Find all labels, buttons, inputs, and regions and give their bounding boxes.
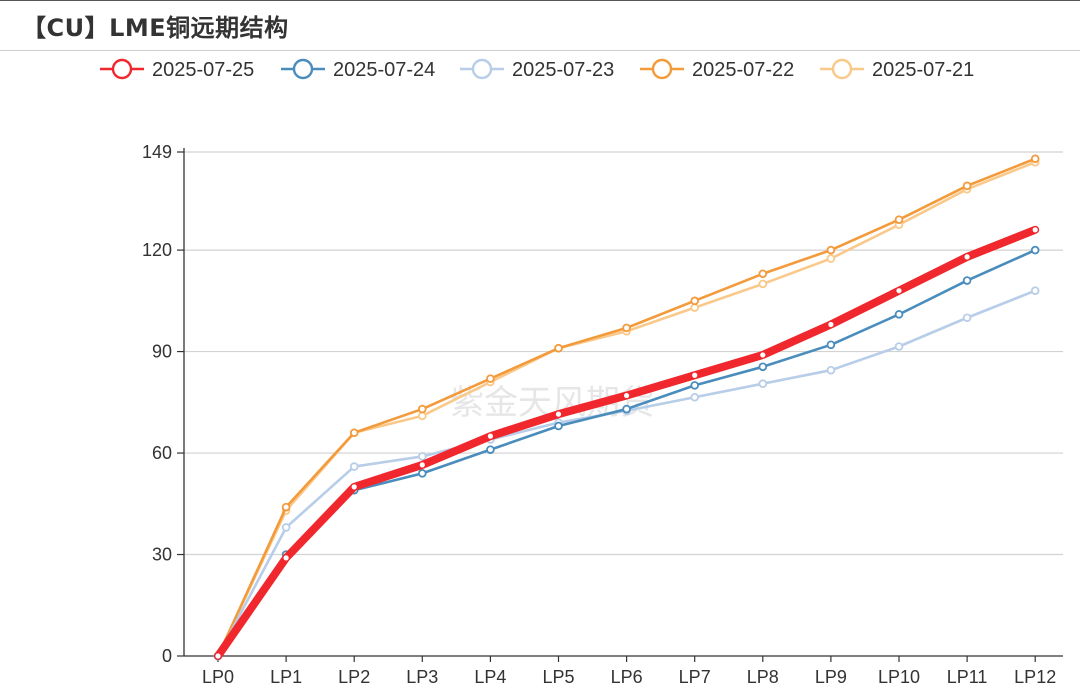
x-tick-label: LP9 [815, 667, 847, 687]
data-point[interactable] [758, 269, 768, 279]
x-tick-label: LP6 [611, 667, 643, 687]
y-tick-label: 90 [152, 342, 172, 362]
data-point[interactable] [349, 428, 359, 438]
legend-marker [292, 58, 314, 80]
data-point[interactable] [964, 254, 970, 260]
y-tick-label: 0 [162, 646, 172, 666]
x-tick-label: LP10 [878, 667, 920, 687]
y-tick-label: 30 [152, 545, 172, 565]
legend-label: 2025-07-22 [692, 59, 794, 81]
data-point[interactable] [758, 279, 768, 289]
data-point[interactable] [622, 323, 631, 333]
legend-marker [111, 58, 133, 80]
series-2025-07-23 [213, 286, 1040, 661]
legend-item[interactable]: 2025-07-21 [820, 58, 974, 81]
data-point[interactable] [962, 276, 972, 285]
x-tick-label: LP8 [747, 667, 779, 687]
data-point[interactable] [417, 411, 427, 421]
y-tick-label: 60 [152, 443, 172, 463]
legend-item[interactable]: 2025-07-23 [460, 58, 614, 81]
data-point[interactable] [417, 452, 427, 461]
x-tick-label: LP2 [338, 667, 370, 687]
data-point[interactable] [417, 469, 427, 478]
data-point[interactable] [281, 523, 291, 532]
x-tick-label: LP12 [1014, 667, 1056, 687]
data-point[interactable] [349, 462, 359, 471]
legend-item[interactable]: 2025-07-24 [281, 58, 435, 81]
legend-label: 2025-07-24 [333, 59, 435, 81]
data-point[interactable] [486, 374, 495, 383]
data-point[interactable] [690, 296, 699, 306]
title-divider [0, 50, 1080, 51]
data-point[interactable] [622, 404, 631, 414]
y-tick-label: 149 [142, 142, 172, 162]
data-point[interactable] [758, 362, 768, 372]
data-point[interactable] [417, 404, 427, 414]
data-point[interactable] [962, 181, 972, 191]
x-tick-label: LP11 [947, 667, 988, 687]
legend-marker [831, 58, 853, 80]
data-point[interactable] [826, 245, 836, 255]
data-point[interactable] [826, 365, 836, 375]
legend-label: 2025-07-23 [512, 59, 614, 81]
data-point[interactable] [896, 288, 902, 294]
data-point[interactable] [828, 321, 834, 328]
data-point[interactable] [826, 254, 836, 263]
data-point[interactable] [690, 381, 699, 390]
data-point[interactable] [894, 342, 904, 351]
legend-label: 2025-07-25 [152, 59, 254, 81]
data-point[interactable] [690, 303, 699, 312]
legend-marker [471, 58, 493, 80]
data-point[interactable] [760, 352, 766, 358]
grid-lines [184, 151, 1063, 556]
legend-label: 2025-07-21 [872, 59, 974, 81]
series-2025-07-25 [214, 225, 1040, 660]
data-point[interactable] [487, 433, 493, 439]
legend-item[interactable]: 2025-07-22 [640, 58, 794, 81]
data-point[interactable] [826, 340, 836, 350]
legend-marker [651, 58, 673, 80]
data-point[interactable] [555, 411, 562, 417]
data-point[interactable] [1030, 245, 1040, 255]
data-point[interactable] [215, 653, 221, 659]
data-point[interactable] [692, 372, 698, 378]
data-point[interactable] [486, 445, 495, 454]
data-point[interactable] [894, 310, 904, 319]
y-axis: 0 30 60 90 120 149 [142, 142, 185, 666]
y-tick-label: 120 [142, 240, 172, 260]
top-border [0, 0, 1080, 1]
data-point[interactable] [624, 392, 630, 399]
data-point[interactable] [758, 379, 768, 389]
data-point[interactable] [962, 313, 972, 323]
series-layer [213, 154, 1040, 661]
x-tick-label: LP4 [474, 667, 506, 687]
data-point[interactable] [1030, 286, 1040, 295]
data-point[interactable] [1030, 154, 1040, 164]
data-point[interactable] [283, 555, 289, 561]
x-tick-label: LP3 [406, 667, 438, 687]
data-point[interactable] [894, 215, 904, 224]
series-line [214, 225, 1040, 660]
data-point[interactable] [1032, 227, 1038, 233]
x-tick-label: LP1 [270, 667, 302, 687]
data-point[interactable] [281, 502, 291, 512]
data-point[interactable] [690, 392, 699, 402]
series-line [216, 289, 1037, 658]
data-point[interactable] [351, 484, 357, 490]
x-tick-label: LP5 [542, 667, 574, 687]
data-point[interactable] [554, 421, 563, 431]
data-point[interactable] [419, 462, 425, 468]
data-point[interactable] [554, 343, 563, 353]
chart-title: 【CU】LME铜远期结构 [22, 14, 289, 42]
legend[interactable]: 2025-07-25 2025-07-24 2025-07-23 2025-07-22… [100, 58, 974, 81]
legend-item[interactable]: 2025-07-25 [100, 58, 254, 81]
x-tick-label: LP7 [679, 667, 711, 687]
x-axis: LP0 LP1 LP2 LP3 LP4 LP5 LP6 LP7 LP8 LP9 LP10 LP11 LP… [184, 655, 1063, 687]
x-tick-label: LP0 [202, 667, 234, 687]
